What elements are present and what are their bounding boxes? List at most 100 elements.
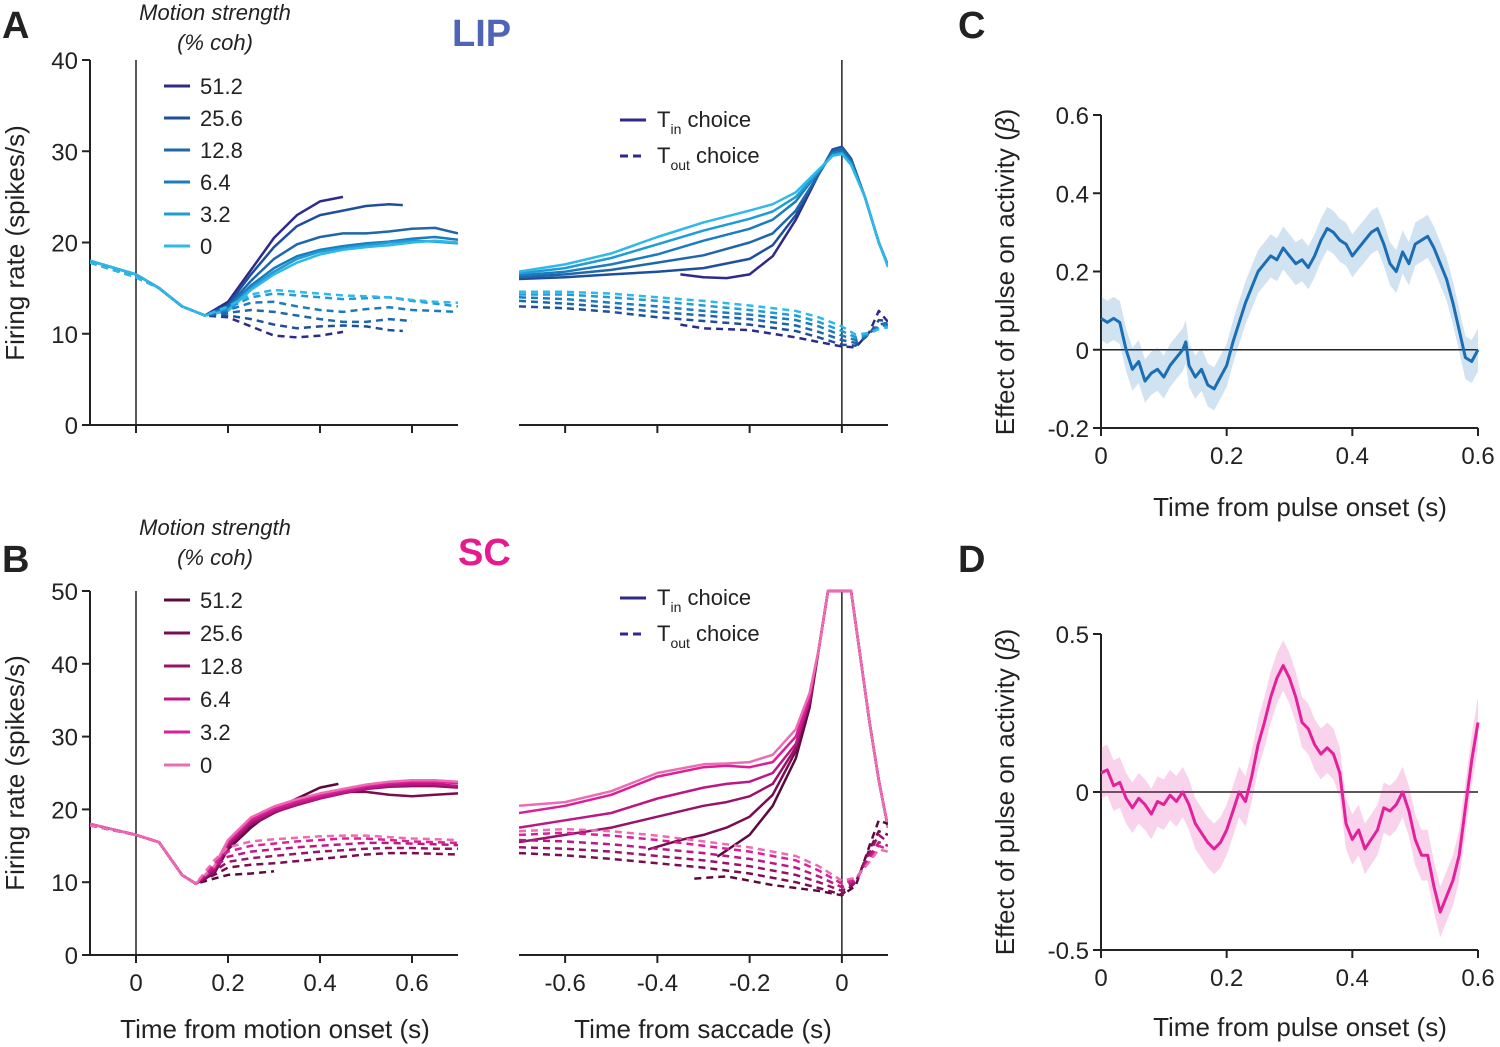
y-tick-label: 20 xyxy=(51,797,78,824)
tout-line xyxy=(680,309,888,349)
legend-a-coh-12: 12.8 xyxy=(200,138,243,163)
legend-b-coh-0: 0 xyxy=(200,753,212,778)
ylabel-a: Firing rate (spikes/s) xyxy=(0,125,30,361)
y-tick-label: 0.2 xyxy=(1056,260,1089,287)
tout-line xyxy=(90,824,458,885)
x-tick-label: -0.6 xyxy=(544,970,585,997)
xlabel-b-left: Time from motion onset (s) xyxy=(120,1014,430,1044)
ylabel-c: Effect of pulse on activity (β) xyxy=(990,109,1020,436)
x-tick-label: 0 xyxy=(129,970,142,997)
chart-d: -0.500.50 0.2 0.4 0.6 xyxy=(1048,622,1495,992)
panel-label-d: D xyxy=(958,539,985,581)
x-tick-label: 0.2 xyxy=(1210,965,1243,992)
y-tick-label: 30 xyxy=(51,725,78,752)
confidence-band xyxy=(1101,206,1478,411)
tin-line xyxy=(90,780,458,885)
legend-a-coh-3: 3.2 xyxy=(200,202,231,227)
tin-line xyxy=(90,239,458,317)
tout-line xyxy=(519,293,888,339)
x-tick-label: -0.2 xyxy=(729,970,770,997)
x-tick-label: 0.4 xyxy=(303,970,336,997)
tout-line xyxy=(519,290,888,336)
panel-label-a: A xyxy=(2,5,29,47)
legend-b-coh-12: 12.8 xyxy=(200,654,243,679)
y-tick-label: 0.6 xyxy=(1056,103,1089,130)
panel-label-b: B xyxy=(2,539,29,581)
legend-b-coh-6: 6.4 xyxy=(200,687,231,712)
tin-line xyxy=(519,150,888,277)
x-tick-label: 0 xyxy=(1094,965,1107,992)
y-tick-label: 50 xyxy=(51,579,78,606)
beta-line xyxy=(1100,227,1480,391)
y-tick-label: -0.2 xyxy=(1048,416,1089,443)
y-tick-label: 0.4 xyxy=(1056,181,1089,208)
ylabel-b: Firing rate (spikes/s) xyxy=(0,655,30,891)
confidence-band xyxy=(1101,640,1478,938)
legend-b-coh-3: 3.2 xyxy=(200,720,231,745)
legend-title-motion-a: Motion strength xyxy=(139,0,291,25)
tout-line xyxy=(90,824,458,885)
xlabel-b-right: Time from saccade (s) xyxy=(574,1014,832,1044)
xlabel-c: Time from pulse onset (s) xyxy=(1153,492,1447,522)
legend-title-coh-b: (% coh) xyxy=(177,545,253,570)
tout-line xyxy=(90,261,458,317)
chart-a-left: 0 10 20 30 40 xyxy=(51,48,458,440)
x-tick-label: 0.2 xyxy=(1210,443,1243,470)
tout-line xyxy=(519,299,888,345)
tin-line xyxy=(90,239,458,317)
y-tick-label: 0.5 xyxy=(1056,622,1089,649)
x-tick-label: 0 xyxy=(1094,443,1107,470)
tout-line xyxy=(519,831,888,885)
tout-line xyxy=(519,305,888,347)
region-title-sc: SC xyxy=(458,532,511,574)
tout-line xyxy=(519,296,888,342)
y-tick-label: 10 xyxy=(51,870,78,897)
tout-line xyxy=(90,824,458,885)
beta-line xyxy=(1100,664,1480,914)
legend-b-tout-label: Tout choice xyxy=(657,621,760,651)
chart-b-right: -0.6 -0.4 -0.2 0 xyxy=(519,589,888,997)
y-tick-label: 0 xyxy=(1076,780,1089,807)
legend-b-tin-label: Tin choice xyxy=(657,585,751,615)
y-tick-label: -0.5 xyxy=(1048,938,1089,965)
tin-line xyxy=(519,152,888,273)
legend-a-coh-25: 25.6 xyxy=(200,106,243,131)
tin-line xyxy=(90,782,458,885)
y-tick-label: 0 xyxy=(65,943,78,970)
y-tick-label: 10 xyxy=(51,322,78,349)
tout-line xyxy=(90,824,458,885)
legend-b-coh-25: 25.6 xyxy=(200,621,243,646)
tout-line xyxy=(90,824,458,885)
y-tick-label: 40 xyxy=(51,652,78,679)
panel-label-c: C xyxy=(958,5,985,47)
chart-c: -0.200.20.40.60 0.2 0.4 0.6 xyxy=(1048,103,1495,470)
legend-a-coh-0: 0 xyxy=(200,234,212,259)
legend-a-coh-6: 6.4 xyxy=(200,170,231,195)
y-tick-label: 0 xyxy=(65,413,78,440)
legend-a-tin-label: Tin choice xyxy=(657,107,751,137)
ylabel-d: Effect of pulse on activity (β) xyxy=(990,629,1020,956)
tout-line xyxy=(519,827,888,882)
chart-b-left: 0 10 20 30 40 50 0 0.2 0.4 0.6 xyxy=(51,579,458,997)
legend-a-tout-label: Tout choice xyxy=(657,143,760,173)
region-title-lip: LIP xyxy=(452,13,511,55)
xlabel-d: Time from pulse onset (s) xyxy=(1153,1012,1447,1042)
y-tick-label: 0 xyxy=(1076,338,1089,365)
x-tick-label: 0.4 xyxy=(1336,965,1369,992)
x-tick-label: -0.4 xyxy=(637,970,678,997)
legend-title-coh-a: (% coh) xyxy=(177,30,253,55)
tout-line xyxy=(519,829,888,896)
x-tick-label: 0.6 xyxy=(395,970,428,997)
legend-b-coh-51: 51.2 xyxy=(200,588,243,613)
tout-line xyxy=(519,838,888,889)
y-tick-label: 40 xyxy=(51,48,78,75)
y-tick-label: 30 xyxy=(51,139,78,166)
x-tick-label: 0 xyxy=(835,970,848,997)
y-tick-label: 20 xyxy=(51,231,78,258)
legend-title-motion-b: Motion strength xyxy=(139,515,291,540)
tout-line xyxy=(519,833,888,893)
x-tick-label: 0.6 xyxy=(1461,965,1494,992)
tin-line xyxy=(680,148,888,280)
tin-line xyxy=(519,589,888,828)
